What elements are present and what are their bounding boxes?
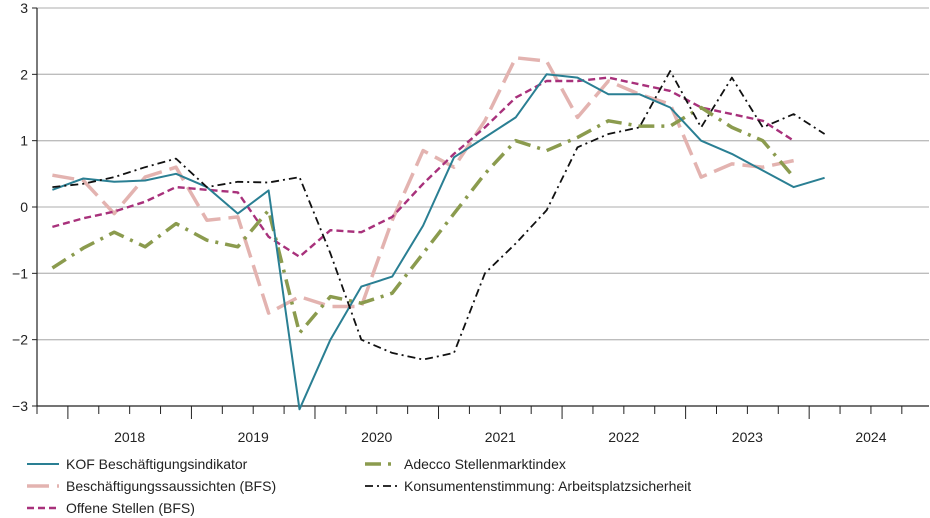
- y-tick-label: −2: [12, 332, 28, 348]
- x-year-label: 2020: [361, 429, 392, 445]
- series-line-adecco-stellenmarktindex: [51, 105, 796, 335]
- y-tick-label: 3: [20, 0, 28, 16]
- y-tick-label: −1: [12, 265, 28, 281]
- legend-label: Beschäftigungssaussichten (BFS): [66, 478, 276, 494]
- legend-label: Adecco Stellenmarktindex: [404, 456, 566, 472]
- y-tick-label: 2: [20, 66, 28, 82]
- gridlines: [37, 7, 929, 341]
- x-year-label: 2021: [485, 429, 516, 445]
- legend: KOF Beschäftigungsindikator Beschäftigung…: [27, 456, 691, 516]
- series-line-kof-besch-ftigungsindikator: [52, 73, 825, 411]
- legend-label: Konsumentenstimmung: Arbeitsplatzsicherh…: [404, 478, 691, 494]
- x-year-label: 2023: [732, 429, 763, 445]
- y-tick-label: 0: [20, 199, 28, 215]
- x-year-label: 2018: [114, 429, 145, 445]
- legend-label: Offene Stellen (BFS): [66, 500, 195, 516]
- x-year-label: 2022: [608, 429, 639, 445]
- series-line-konsumentenstimmung-arbeitsplatzsicherheit: [52, 70, 826, 361]
- y-tick-label: 1: [20, 133, 28, 149]
- y-tick-label: −3: [12, 398, 28, 414]
- series-line-besch-ftigungssaussichten-bfs: [52, 56, 795, 315]
- series-lines: [51, 56, 826, 411]
- x-year-label: 2019: [238, 429, 269, 445]
- axes: 3 2 1 0 −1 −2 −3 2018 2019 2020 2021 2022 2023 2024: [12, 0, 929, 445]
- x-year-label: 2024: [855, 429, 886, 445]
- series-line-offene-stellen-bfs: [52, 76, 795, 258]
- legend-label: KOF Beschäftigungsindikator: [66, 456, 248, 472]
